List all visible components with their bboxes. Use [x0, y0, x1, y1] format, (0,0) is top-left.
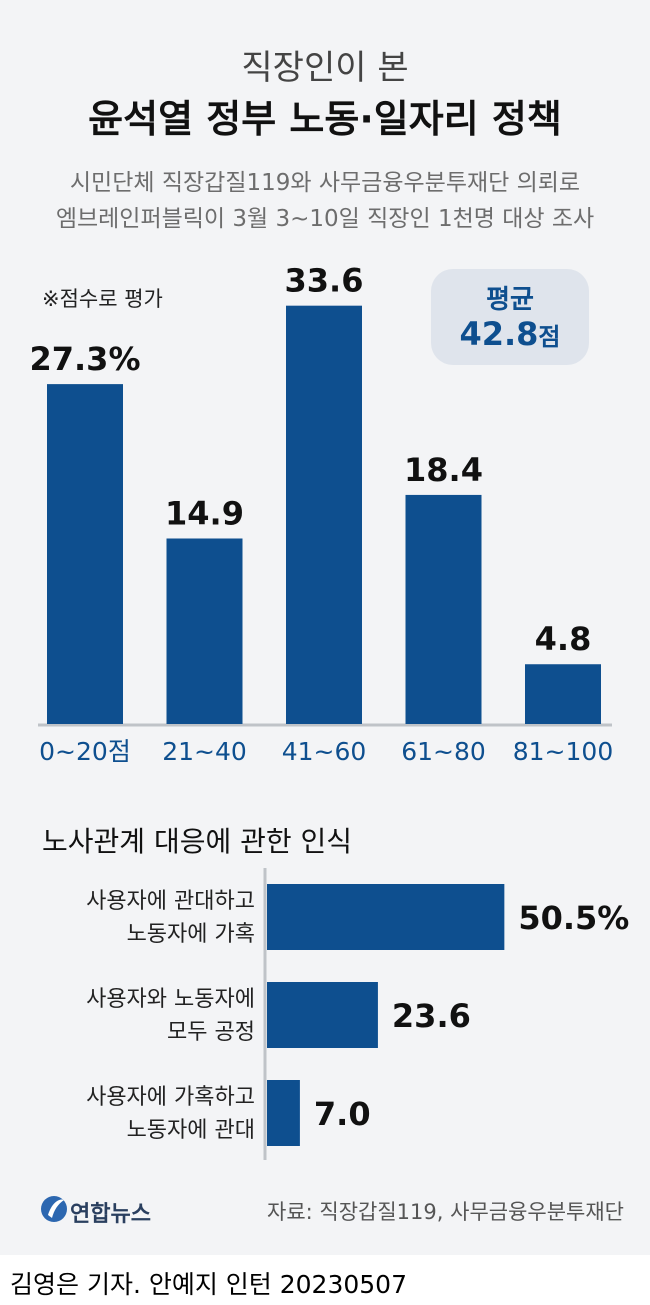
bar-value-label-0: 27.3% [29, 340, 140, 378]
hbar-1 [267, 982, 378, 1048]
category-label-1: 21~40 [162, 737, 247, 766]
hbar-category-label-1-0: 사용자와 노동자에 [86, 987, 255, 1012]
hbar-0 [267, 884, 505, 950]
category-label-2: 41~60 [282, 737, 367, 766]
average-unit: 점 [538, 323, 561, 351]
hbar-category-label-0-1: 노동자에 가혹 [127, 922, 255, 947]
bar-0 [47, 384, 123, 724]
hbar-value-label-1: 23.6 [392, 997, 471, 1035]
category-label-0: 0~20점 [39, 737, 131, 766]
source-note: 자료: 직장갑질119, 사무금융우분투재단 [267, 1200, 624, 1224]
hbar-category-label-2-0: 사용자에 가혹하고 [86, 1085, 255, 1110]
page-title: 윤석열 정부 노동·일자리 정책 [88, 97, 562, 141]
category-label-3: 61~80 [401, 737, 486, 766]
average-value-wrap: 42.8점 [431, 315, 589, 353]
hbar-value-label-2: 7.0 [314, 1095, 371, 1133]
bar-3 [405, 494, 482, 724]
bar-value-label-2: 33.6 [285, 262, 364, 300]
category-label-4: 81~100 [513, 737, 613, 766]
average-value: 42.8 [459, 315, 539, 353]
bar-value-label-3: 18.4 [404, 451, 483, 489]
description-line-1: 시민단체 직장갑질119와 사무금융우분투재단 의뢰로 [69, 170, 581, 196]
hbar-2 [267, 1080, 300, 1146]
hbar-category-label-1-1: 모두 공정 [167, 1020, 255, 1045]
bar-value-label-4: 4.8 [535, 620, 592, 658]
score-distribution-chart: 27.3% 0~20점 14.9 21~40 33.6 41~60 18.4 61~80 4.8… [29, 262, 613, 766]
hbar-category-label-2-1: 노동자에 관대 [127, 1118, 255, 1143]
credit-line: 김영은 기자. 안예지 인턴 20230507 [10, 1270, 407, 1299]
header-subtitle: 직장인이 본 [241, 48, 409, 88]
bar-2 [286, 305, 362, 724]
logo-text: 연합뉴스 [70, 1202, 151, 1227]
bar-1 [166, 538, 243, 724]
bar-4 [525, 664, 601, 724]
section-title-labor-relations: 노사관계 대응에 관한 인식 [42, 825, 353, 858]
hbar-value-label-0: 50.5% [518, 899, 629, 937]
score-note: ※점수로 평가 [42, 287, 163, 311]
hbar-category-label-0-0: 사용자에 관대하고 [86, 889, 255, 914]
description-line-2: 엠브레인퍼블릭이 3월 3~10일 직장인 1천명 대상 조사 [55, 206, 595, 232]
yonhap-logo-icon [41, 1196, 67, 1222]
average-badge: 평균 42.8점 [431, 269, 589, 365]
average-label: 평균 [486, 285, 534, 315]
bar-value-label-1: 14.9 [165, 494, 244, 532]
